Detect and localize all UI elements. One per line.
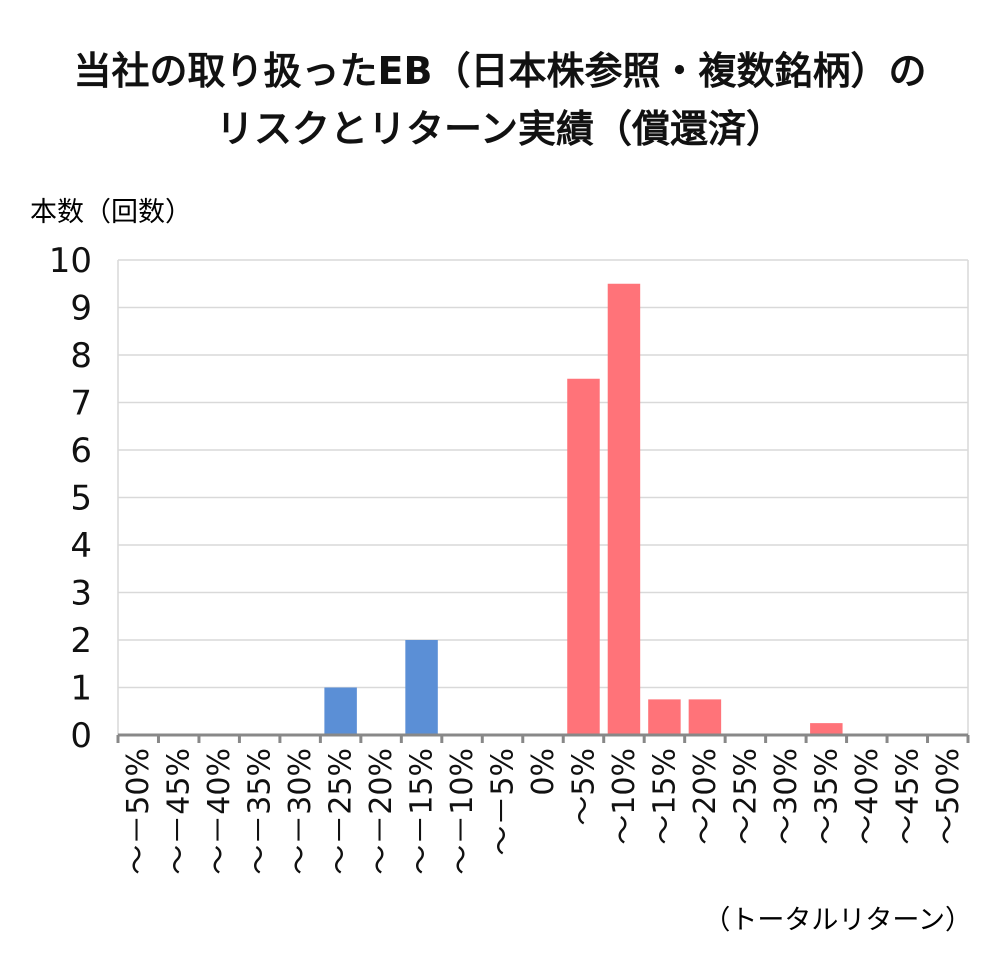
x-tick-label: ～－35%	[243, 748, 278, 875]
x-tick-label: ～40%	[850, 748, 885, 845]
x-tick-label: ～－50%	[121, 748, 156, 875]
x-tick-label: ～25%	[728, 748, 763, 845]
y-tick-label: 8	[70, 336, 92, 376]
y-tick-label: 1	[70, 669, 92, 709]
chart-title-line2: リスクとリターン実績（償還済）	[215, 107, 785, 151]
y-axis-label: 本数（回数）	[30, 197, 192, 228]
bar	[688, 699, 722, 735]
x-tick-label: ～－30%	[283, 748, 318, 875]
x-tick-label: ～－5%	[486, 748, 521, 856]
x-tick-label: ～20%	[688, 748, 723, 845]
y-tick-label: 10	[49, 241, 92, 281]
y-tick-label: 2	[70, 621, 92, 661]
x-tick-label: ～45%	[890, 748, 925, 845]
x-tick-label: 0%	[526, 748, 561, 796]
y-tick-label: 5	[70, 479, 92, 519]
bar	[324, 687, 357, 735]
x-tick-label: ～－10%	[445, 748, 480, 875]
x-tick-label: ～15%	[647, 748, 682, 845]
bar	[607, 283, 641, 735]
x-tick-label: ～35%	[809, 748, 844, 845]
x-tick-label: ～30%	[769, 748, 804, 845]
y-tick-label: 0	[70, 716, 92, 756]
bar	[405, 640, 438, 735]
bar	[567, 378, 600, 735]
bar	[810, 723, 843, 735]
chart-title-line1: 当社の取り扱ったEB（日本株参照・複数銘柄）の	[73, 49, 927, 93]
x-tick-label: ～50%	[931, 748, 966, 845]
x-tick-label: ～10%	[607, 748, 642, 845]
x-tick-label: ～－15%	[405, 748, 440, 875]
x-tick-label: ～－25%	[324, 748, 359, 875]
x-tick-label: ～5%	[566, 748, 601, 826]
x-tick-label: ～－45%	[162, 748, 197, 875]
y-tick-label: 4	[70, 526, 92, 566]
y-tick-label: 9	[70, 289, 92, 329]
bar	[648, 699, 681, 735]
x-tick-label: ～－40%	[202, 748, 237, 875]
x-tick-label: ～－20%	[364, 748, 399, 875]
y-tick-label: 3	[70, 574, 92, 614]
y-tick-label: 7	[70, 384, 92, 424]
y-tick-label: 6	[70, 431, 92, 471]
x-axis-label: （トータルリターン）	[703, 905, 972, 936]
